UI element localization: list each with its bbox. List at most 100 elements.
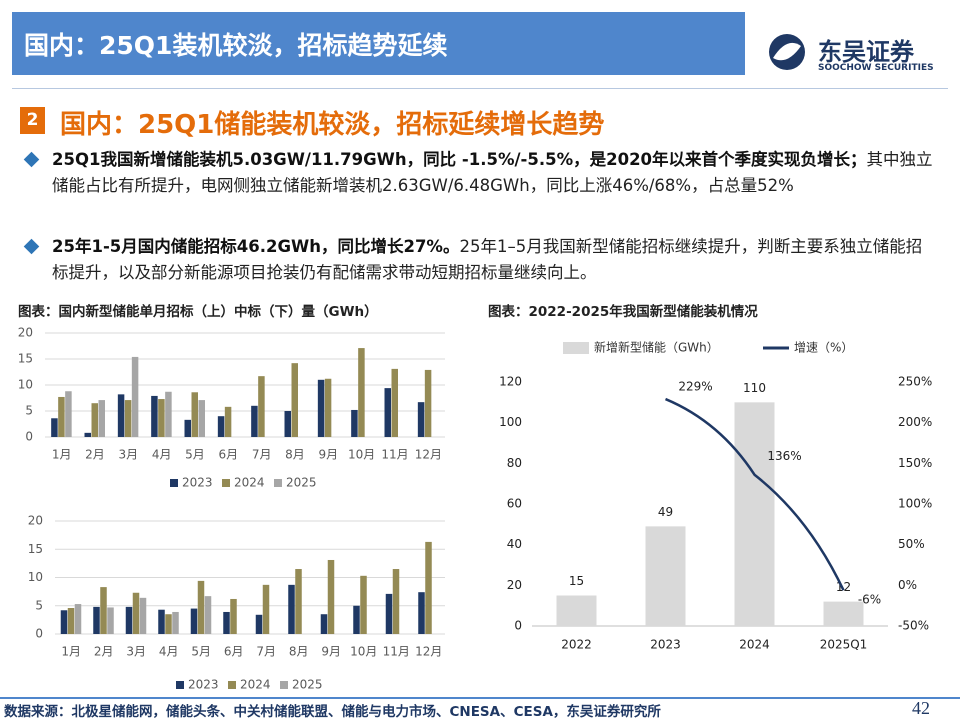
legend-swatch xyxy=(170,479,178,487)
bar xyxy=(385,593,393,634)
x-tick-label: 10月 xyxy=(350,645,377,659)
bar xyxy=(425,541,432,634)
x-tick-label: 3月 xyxy=(126,645,146,659)
y-tick-label: 15 xyxy=(18,352,33,366)
bar xyxy=(197,580,205,634)
bar xyxy=(317,379,325,437)
bar xyxy=(384,388,391,437)
bar xyxy=(100,587,107,634)
y2-tick-label: 0% xyxy=(898,578,917,592)
y-tick-label: 5 xyxy=(35,598,43,612)
legend-swatch xyxy=(280,681,288,689)
source-note: 数据来源：北极星储能网，储能头条、中关村储能联盟、储能与电力市场、CNESA、C… xyxy=(4,704,661,720)
bar xyxy=(67,608,75,634)
bar xyxy=(93,606,100,634)
legend-label: 新增新型储能（GWh） xyxy=(594,340,719,355)
bar xyxy=(124,400,132,437)
legend-swatch xyxy=(176,681,184,689)
legend-label: 2025 xyxy=(286,476,317,490)
bar xyxy=(230,598,237,634)
legend-label: 2024 xyxy=(234,476,265,490)
figure-title: 图表：国内新型储能单月招标（上）中标（下）量（GWh） xyxy=(18,304,378,320)
data-label: 15 xyxy=(569,574,584,588)
x-tick-label: 11月 xyxy=(383,645,410,659)
bar xyxy=(327,559,335,634)
bar xyxy=(284,411,291,437)
bar xyxy=(645,526,686,626)
data-label: 110 xyxy=(743,381,766,395)
bar xyxy=(60,610,68,634)
y-tick-label: 15 xyxy=(28,542,43,556)
bar xyxy=(734,402,775,626)
bar xyxy=(295,569,302,634)
page-number: 42 xyxy=(912,698,930,718)
bar xyxy=(424,369,432,437)
bullet-text: 其中独立储能占比有所提升，电网侧独立储能新增装机2.63GW/6.48GWh，同… xyxy=(52,150,933,195)
bar xyxy=(392,569,400,634)
x-tick-label: 5月 xyxy=(191,645,211,659)
bar xyxy=(353,605,360,634)
bullet-bold: 25年1-5月国内储能招标46.2GWh，同比增长27%。 xyxy=(52,237,460,256)
x-tick-label: 5月 xyxy=(185,448,205,462)
divider xyxy=(12,88,948,89)
x-tick-label: 6月 xyxy=(219,448,239,462)
legend-swatch xyxy=(222,479,230,487)
y-tick-label: 10 xyxy=(18,378,33,392)
bar xyxy=(418,592,425,634)
bar xyxy=(417,402,425,437)
x-tick-label: 3月 xyxy=(119,448,139,462)
x-tick-label: 12月 xyxy=(415,645,442,659)
y-tick-label: 0 xyxy=(25,430,33,444)
y2-tick-label: -50% xyxy=(898,619,929,633)
data-label: -6% xyxy=(858,593,881,607)
bar xyxy=(291,363,298,437)
bar xyxy=(224,406,232,437)
x-tick-label: 1月 xyxy=(61,645,81,659)
legend-label: 2024 xyxy=(240,678,271,692)
figure-title: 图表：2022-2025年我国新型储能装机情况 xyxy=(488,304,758,320)
x-tick-label: 2024 xyxy=(739,638,770,652)
bar xyxy=(74,604,82,634)
bar xyxy=(132,592,140,634)
logo-subtext: SOOCHOW SECURITIES xyxy=(818,63,934,73)
y-tick-label: 5 xyxy=(25,404,33,418)
x-tick-label: 9月 xyxy=(319,448,339,462)
x-tick-label: 4月 xyxy=(152,448,172,462)
bar xyxy=(217,416,225,437)
y-tick-label: 0 xyxy=(35,627,43,641)
data-label: 12 xyxy=(836,580,851,594)
y2-tick-label: 100% xyxy=(898,497,932,511)
header-title: 国内：25Q1装机较淡，招标趋势延续 xyxy=(24,31,448,60)
bar xyxy=(255,614,263,634)
legend-swatch xyxy=(563,342,589,354)
y2-tick-label: 200% xyxy=(898,415,932,429)
x-tick-label: 4月 xyxy=(159,645,179,659)
y-tick-label: 60 xyxy=(507,497,522,511)
bar xyxy=(172,611,179,634)
bar xyxy=(204,596,212,634)
bar xyxy=(391,368,398,437)
data-label: 49 xyxy=(658,505,673,519)
bar xyxy=(262,584,270,634)
legend-label: 2023 xyxy=(188,678,219,692)
y-tick-label: 120 xyxy=(499,375,522,389)
x-tick-label: 2022 xyxy=(561,638,592,652)
bar xyxy=(131,356,139,437)
bar xyxy=(107,607,114,634)
bullet: 25Q1我国新增储能装机5.03GW/11.79GWh，同比 -1.5%/-5.… xyxy=(52,147,937,199)
data-label: 136% xyxy=(767,449,801,463)
bar xyxy=(65,391,72,437)
data-label: 229% xyxy=(678,380,712,394)
x-tick-label: 10月 xyxy=(348,448,375,462)
section-number: 2 xyxy=(20,107,45,134)
legend-label: 2023 xyxy=(182,476,213,490)
y2-tick-label: 250% xyxy=(898,375,932,389)
bar xyxy=(165,614,172,634)
bar xyxy=(125,606,133,634)
bar xyxy=(351,409,358,437)
x-tick-label: 12月 xyxy=(415,448,442,462)
y-tick-label: 20 xyxy=(18,326,33,340)
x-tick-label: 11月 xyxy=(381,448,408,462)
bar xyxy=(151,395,158,437)
